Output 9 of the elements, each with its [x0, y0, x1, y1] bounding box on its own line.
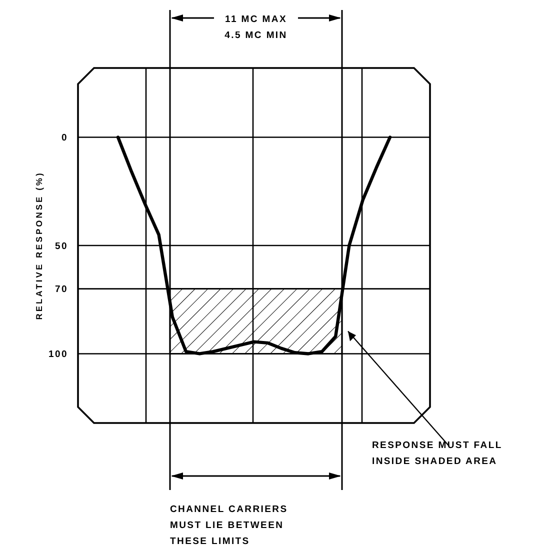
y-tick-label: 50 [55, 240, 68, 252]
text: 11 MC MAX [224, 14, 288, 25]
y-tick-label: 100 [48, 349, 68, 360]
band-label: RESPONSE MUST FALL INSIDE SHADED AREA [372, 440, 502, 467]
y-tick-label: 0 [62, 132, 68, 144]
text: CHANNEL CARRIERS MUST LIE BETWEEN THESE LIMITS [170, 504, 288, 547]
y-tick-label: 70 [55, 284, 68, 296]
y-axis-title: RELATIVE RESPONSE (%) [34, 171, 44, 320]
text: 4.5 MC MIN [224, 30, 288, 41]
